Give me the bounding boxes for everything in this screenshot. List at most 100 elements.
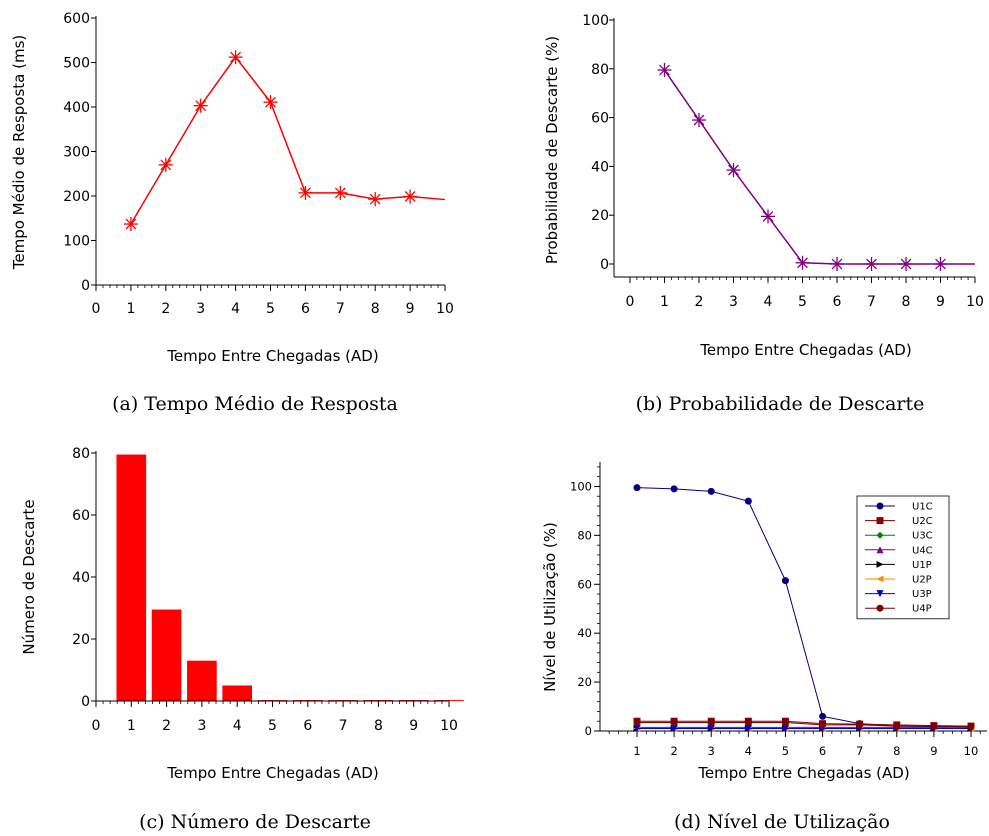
y-tick-label: 100	[570, 479, 592, 493]
data-point-marker	[633, 725, 641, 733]
series-line	[130, 55, 446, 225]
x-tick-label: 7	[336, 301, 345, 317]
plot-area-c: 0 20 40 60 80 0 1 2 3 4 5 6 7 8 9 10	[72, 446, 464, 734]
y-tick-label: 300	[63, 145, 90, 161]
x-tick-label: 10	[966, 294, 984, 310]
y-tick-label: 0	[81, 278, 90, 294]
x-tick-label: 1	[126, 301, 135, 317]
data-point-marker	[670, 718, 678, 726]
series-line	[637, 720, 972, 727]
legend-box	[856, 495, 950, 620]
legend-marker	[876, 590, 884, 598]
data-point-marker	[670, 485, 678, 493]
legend-marker	[876, 502, 884, 510]
y-axis-label-b: Probabilidade de Descarte (%)	[543, 36, 561, 264]
x-tick-label: 5	[798, 294, 807, 310]
x-tick-label: 8	[902, 294, 911, 310]
data-point-marker	[707, 725, 715, 733]
legend-item: U1C	[865, 502, 933, 513]
legend-label: U2P	[912, 575, 932, 586]
y-tick-label: 100	[63, 234, 90, 250]
data-point-marker	[707, 487, 715, 495]
legend-item: U3P	[865, 589, 932, 600]
data-point-marker	[899, 257, 913, 271]
bar	[187, 660, 217, 701]
legend-marker	[876, 575, 884, 583]
x-axis-label-d: Tempo Entre Chegadas (AD)	[697, 764, 909, 782]
data-point-marker	[633, 484, 641, 492]
y-axis-label-d: Nível de Utilização (%)	[541, 522, 559, 692]
legend-marker	[876, 546, 884, 554]
data-point-marker	[228, 50, 243, 65]
y-tick-label: 40	[72, 570, 90, 586]
y-axis-label-c: Número de Descarte	[20, 499, 38, 654]
y-tick-label: 80	[72, 446, 90, 462]
x-tick-label: 7	[867, 294, 876, 310]
x-tick-label: 7	[856, 744, 863, 758]
data-point-marker	[856, 721, 864, 729]
data-point-marker	[795, 255, 810, 270]
x-tick-label: 6	[833, 294, 842, 310]
legend-marker	[876, 517, 884, 525]
data-point-marker	[744, 718, 752, 726]
data-point-marker	[263, 95, 278, 110]
legend-label: U1P	[912, 560, 932, 571]
y-tick-label: 200	[63, 189, 90, 205]
y-tick-label: 0	[585, 724, 592, 738]
x-tick-label: 3	[196, 301, 205, 317]
x-tick-label: 9	[409, 718, 418, 734]
x-tick-label: 6	[819, 744, 826, 758]
x-tick-label: 5	[266, 301, 275, 317]
plot-area-a: 0 100 200 300 400 500 600 0 1 2 3 4 5 6 7 8 9 10	[63, 11, 454, 317]
x-tick-label: 3	[197, 718, 206, 734]
data-point-marker	[761, 209, 775, 224]
x-tick-label: 1	[633, 744, 640, 758]
x-axis-label-a: Tempo Entre Chegadas (AD)	[166, 347, 378, 365]
x-tick-label: 10	[436, 301, 454, 317]
data-point-marker	[819, 712, 827, 720]
legend-label: U2C	[912, 516, 933, 527]
x-tick-label: 1	[660, 294, 669, 310]
y-tick-label: 100	[582, 13, 609, 29]
x-tick-label: 2	[670, 744, 677, 758]
x-tick-label: 5	[782, 744, 789, 758]
x-tick-label: 4	[231, 301, 240, 317]
plot-area-d: 0 20 40 60 80 100 1 2 3 4 5 6 7 8 9 10	[570, 462, 987, 758]
x-tick-label: 8	[374, 718, 383, 734]
y-tick-label: 80	[591, 62, 609, 78]
y-tick-label: 80	[577, 528, 592, 542]
y-tick-label: 40	[577, 626, 592, 640]
data-point-marker	[830, 257, 844, 271]
bar	[222, 685, 253, 701]
legend-item: U1P	[865, 560, 932, 571]
x-tick-label: 2	[162, 718, 171, 734]
chart-panel-b: 0 20 40 60 80 100 0 1 2 3 4 5 6 7 8 9 10 Tempo Entre Che…	[543, 13, 984, 415]
y-tick-label: 40	[591, 159, 609, 175]
y-tick-label: 20	[72, 632, 90, 648]
legend-d: U1C U2C U3C U4C U1P U2P U3P U4P	[856, 495, 950, 620]
data-point-marker	[692, 113, 706, 128]
data-point-marker	[707, 718, 715, 726]
legend-label: U1C	[912, 502, 933, 513]
x-tick-label: 0	[626, 294, 635, 310]
data-point-marker	[657, 63, 672, 78]
series-line	[637, 721, 972, 728]
data-point-marker	[893, 722, 901, 730]
data-point-marker	[726, 163, 741, 178]
series-u4c	[633, 723, 975, 731]
legend-item: U2P	[865, 575, 932, 586]
data-point-marker	[781, 718, 789, 726]
data-point-marker	[930, 722, 938, 730]
data-point-marker	[193, 98, 208, 113]
x-tick-label: 1	[127, 718, 136, 734]
bar	[116, 454, 147, 701]
x-tick-label: 8	[893, 744, 900, 758]
x-tick-label: 9	[406, 301, 415, 317]
caption-d: (d) Nível de Utilização	[674, 811, 890, 833]
x-tick-label: 6	[301, 301, 310, 317]
y-tick-label: 20	[577, 675, 592, 689]
legend-marker	[876, 560, 884, 568]
x-axis-label-b: Tempo Entre Chegadas (AD)	[699, 341, 911, 359]
legend-marker	[876, 604, 884, 612]
legend-item: U4C	[865, 545, 933, 556]
